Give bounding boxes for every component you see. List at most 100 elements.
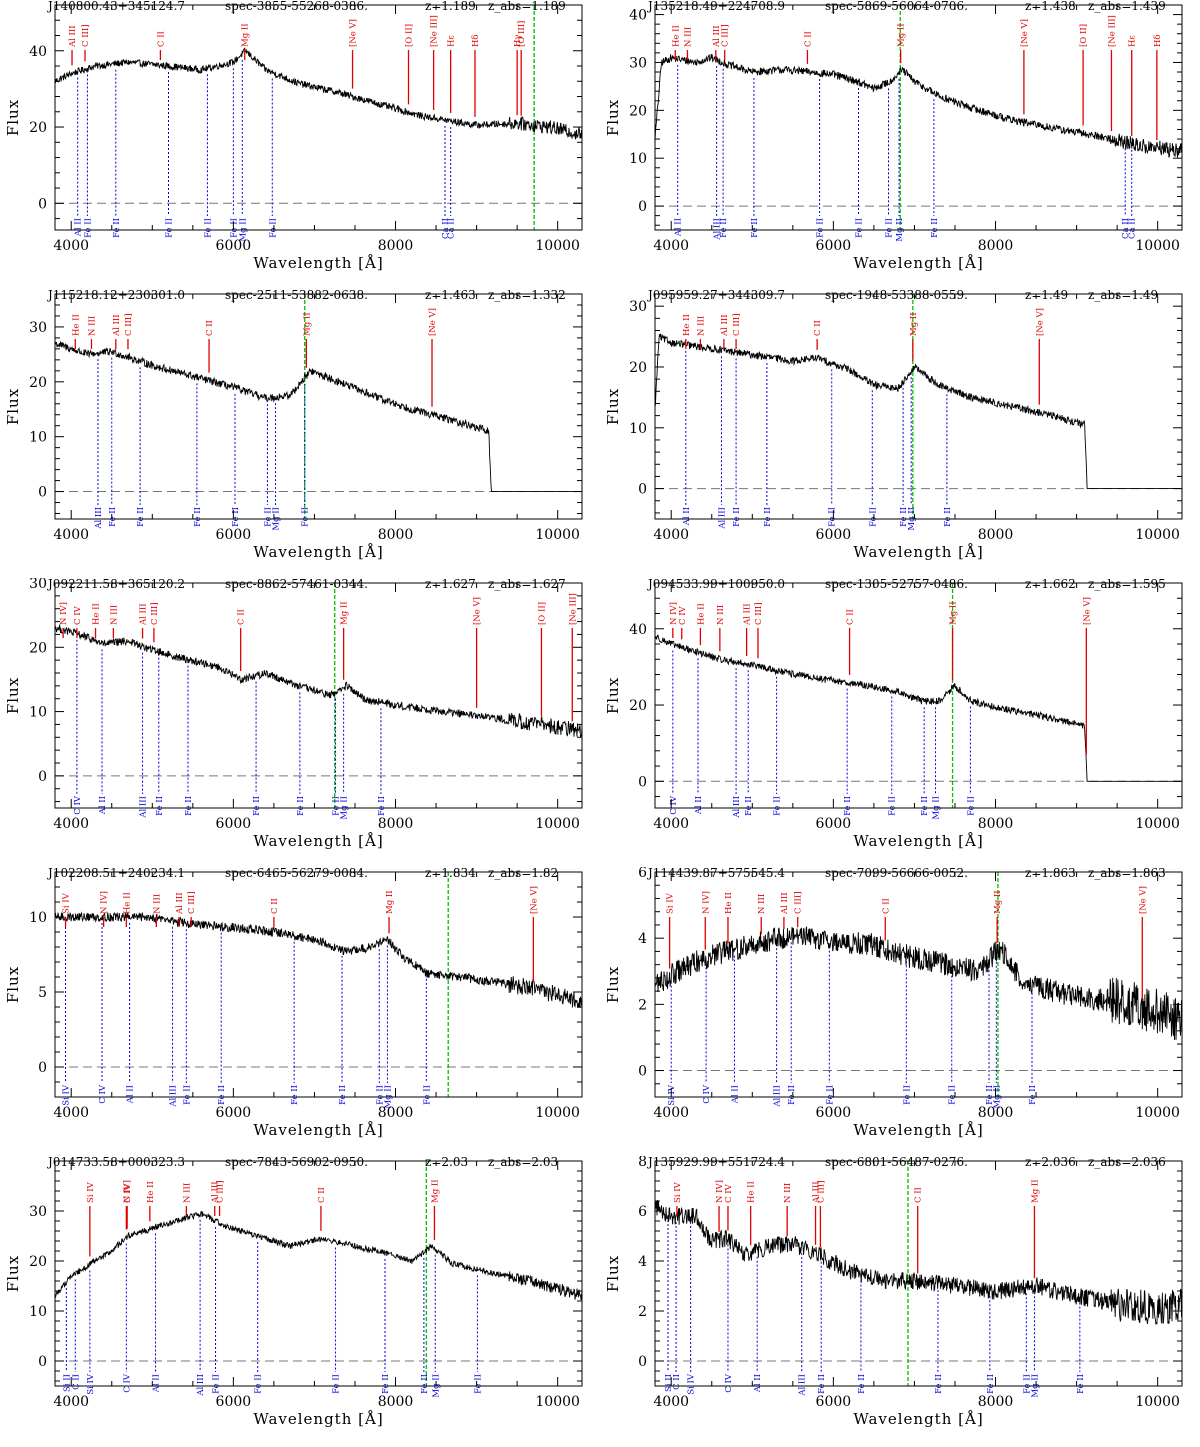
spec-id: spec-7843-56902-0950. bbox=[225, 1156, 368, 1169]
y-tick-label: 0 bbox=[38, 485, 47, 501]
y-axis-label: Flux bbox=[604, 677, 622, 714]
x-axis-label: Wavelength [Å] bbox=[253, 832, 383, 850]
x-tick-label: 6000 bbox=[816, 238, 852, 254]
y-tick-label: 6 bbox=[638, 867, 647, 881]
emission-label: Al III bbox=[211, 1181, 221, 1204]
y-tick-label: 30 bbox=[629, 55, 647, 71]
plot-frame bbox=[654, 582, 1183, 809]
absorption-label: C IV bbox=[724, 1373, 734, 1393]
absorption-label: Fe II bbox=[229, 218, 239, 238]
emission-label: Mg II bbox=[340, 601, 350, 625]
emission-label: [Ne III] bbox=[1107, 15, 1117, 47]
emission-label: C III] bbox=[124, 313, 134, 336]
y-axis-label: Flux bbox=[604, 1255, 622, 1292]
absorption-label: Al III bbox=[717, 507, 727, 530]
absorption-label: Fe II bbox=[332, 1374, 342, 1394]
emission-label: C IV bbox=[123, 1183, 133, 1203]
absorption-label: Fe II bbox=[252, 796, 262, 816]
absorber-redshift: z_abs=2.03 bbox=[488, 1156, 558, 1169]
absorption-label: Fe II bbox=[217, 1085, 227, 1105]
emission-label: C III] bbox=[150, 602, 160, 625]
emission-label: He II bbox=[696, 603, 706, 625]
spectrum-panel: Si II C II Si IV C IV Al II Al III Fe II Fe II F… bbox=[0, 1156, 600, 1445]
plot-frame bbox=[54, 582, 583, 809]
emission-label: Mg II bbox=[949, 601, 959, 625]
emission-label: N IV] bbox=[669, 602, 679, 625]
y-tick-label: 0 bbox=[38, 769, 47, 785]
emission-label: [Ne V] bbox=[428, 308, 438, 336]
plot-frame bbox=[654, 293, 1183, 520]
absorption-label: Fe II bbox=[296, 796, 306, 816]
spectrum-panel: Al III Fe II Fe II Fe II Fe II Fe II Mg II Fe I… bbox=[0, 289, 600, 578]
absorption-label: Fe II bbox=[855, 218, 865, 238]
y-tick-label: 0 bbox=[638, 482, 647, 498]
spec-id: spec-2511-53882-0638. bbox=[225, 289, 368, 302]
x-tick-label: 8000 bbox=[378, 1394, 414, 1410]
absorption-label: Fe II bbox=[83, 218, 93, 238]
absorption-label: Fe II bbox=[934, 1374, 944, 1394]
emission-label: Mg II bbox=[241, 23, 251, 47]
absorption-label: Al II bbox=[682, 507, 692, 526]
emission-label: Hε bbox=[1128, 35, 1138, 47]
absorption-label: Fe II bbox=[985, 1085, 995, 1105]
x-tick-label: 6000 bbox=[816, 1105, 852, 1121]
spectrum-trace bbox=[655, 53, 1182, 158]
emission-label: Al III bbox=[68, 25, 78, 48]
x-tick-label: 10000 bbox=[535, 1105, 580, 1121]
emission-label: Hγ bbox=[513, 35, 523, 48]
redshift: z=2.03 bbox=[425, 1156, 468, 1169]
x-tick-label: 10000 bbox=[535, 527, 580, 543]
x-tick-label: 4000 bbox=[53, 816, 89, 832]
absorber-redshift: z_abs=1.49 bbox=[1088, 289, 1158, 302]
y-tick-label: 0 bbox=[638, 199, 647, 215]
absorption-label: Fe II bbox=[868, 507, 878, 527]
y-tick-label: 10 bbox=[629, 421, 647, 437]
emission-label: N III bbox=[716, 605, 726, 625]
x-tick-label: 8000 bbox=[978, 238, 1014, 254]
plot-area bbox=[55, 294, 582, 519]
emission-label: [Ne V] bbox=[349, 19, 359, 47]
emission-label: [O II] bbox=[404, 24, 414, 47]
absorption-label: Fe II bbox=[301, 507, 311, 527]
y-tick-label: 20 bbox=[629, 360, 647, 376]
emission-label: He II bbox=[682, 314, 692, 336]
emission-label: Si IV bbox=[86, 1181, 96, 1203]
emission-label: N IV] bbox=[59, 602, 69, 625]
absorber-redshift: z_abs=1.189 bbox=[488, 0, 566, 13]
spec-id: spec-1948-53388-0559. bbox=[825, 289, 968, 302]
spec-id: spec-5869-56064-0706. bbox=[825, 0, 968, 13]
emission-label: C III] bbox=[732, 313, 742, 336]
plot-area bbox=[655, 5, 1182, 230]
absorption-label: Fe II bbox=[902, 1085, 912, 1105]
x-tick-label: 4000 bbox=[653, 1105, 689, 1121]
absorption-label: Al III bbox=[196, 1374, 206, 1397]
x-tick-label: 6000 bbox=[216, 1105, 252, 1121]
emission-label: Si IV bbox=[673, 1181, 683, 1203]
absorption-label: Al III bbox=[798, 1374, 808, 1397]
absorption-label: Al II bbox=[74, 218, 84, 237]
x-axis-label: Wavelength [Å] bbox=[253, 1121, 383, 1139]
y-tick-label: 20 bbox=[29, 640, 47, 656]
emission-label: [Ne V] bbox=[1035, 308, 1045, 336]
spectrum-panel: Al II Al III Fe II Fe II Fe II Fe II Fe II Mg I… bbox=[600, 289, 1200, 578]
y-axis-label: Flux bbox=[4, 99, 22, 136]
emission-label: Mg II bbox=[430, 1179, 440, 1203]
plot-area bbox=[55, 872, 582, 1097]
plot-frame bbox=[54, 1160, 583, 1387]
absorption-label: Al II bbox=[98, 796, 108, 815]
absorption-label: Al III bbox=[94, 507, 104, 530]
emission-label: He II bbox=[671, 25, 681, 47]
absorption-label: C IV bbox=[669, 795, 679, 815]
emission-label: C II bbox=[237, 609, 247, 625]
absorption-label: Fe II bbox=[719, 218, 729, 238]
emission-label: C III] bbox=[816, 1180, 826, 1203]
spectrum-panel: Si II C II Si IV C IV Al II Al III Fe II Fe II F… bbox=[600, 1156, 1200, 1445]
plot-area bbox=[655, 1161, 1182, 1386]
absorption-label: Fe II bbox=[744, 796, 754, 816]
emission-label: [Ne III] bbox=[568, 593, 578, 625]
absorption-label: Fe II bbox=[332, 796, 342, 816]
redshift: z=2.036 bbox=[1025, 1156, 1076, 1169]
absorption-label: Ca II bbox=[1128, 218, 1138, 239]
absorption-label: Ca II bbox=[447, 218, 457, 239]
absorption-label: Fe II bbox=[817, 1374, 827, 1394]
